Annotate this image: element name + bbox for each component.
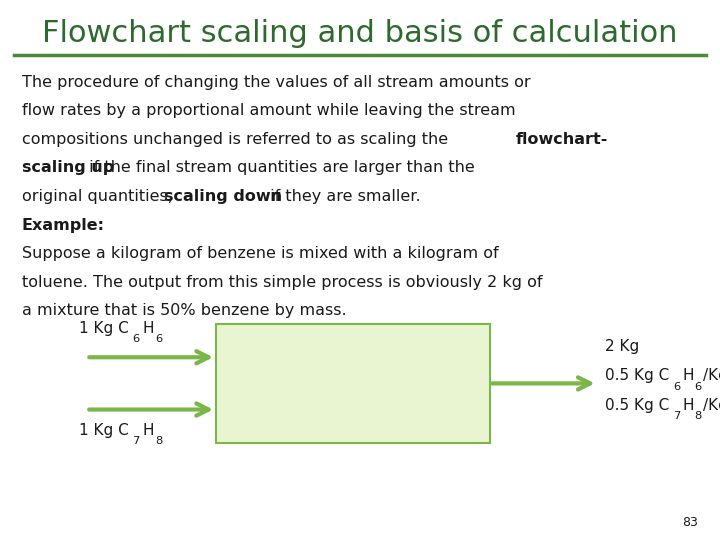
Text: 8: 8 — [694, 411, 701, 421]
Text: 6: 6 — [155, 334, 162, 344]
Text: Flowchart scaling and basis of calculation: Flowchart scaling and basis of calculati… — [42, 19, 678, 48]
Text: original quantities,: original quantities, — [22, 189, 178, 204]
Text: H: H — [143, 321, 154, 336]
Text: 8: 8 — [155, 436, 162, 446]
Text: /Kg: /Kg — [703, 398, 720, 413]
Text: 7: 7 — [132, 436, 139, 446]
Text: scaling up: scaling up — [22, 160, 114, 176]
Text: flow rates by a proportional amount while leaving the stream: flow rates by a proportional amount whil… — [22, 103, 516, 118]
Text: H: H — [143, 423, 154, 437]
Text: 6: 6 — [132, 334, 139, 344]
Text: toluene. The output from this simple process is obviously 2 kg of: toluene. The output from this simple pro… — [22, 275, 542, 290]
Text: 1 Kg C: 1 Kg C — [79, 321, 129, 336]
Text: 83: 83 — [683, 516, 698, 529]
Text: H: H — [683, 368, 694, 383]
Text: a mixture that is 50% benzene by mass.: a mixture that is 50% benzene by mass. — [22, 303, 346, 319]
Text: if they are smaller.: if they are smaller. — [265, 189, 420, 204]
Text: The procedure of changing the values of all stream amounts or: The procedure of changing the values of … — [22, 75, 530, 90]
Text: 7: 7 — [673, 411, 680, 421]
Text: 2 Kg: 2 Kg — [605, 339, 639, 354]
Text: Suppose a kilogram of benzene is mixed with a kilogram of: Suppose a kilogram of benzene is mixed w… — [22, 246, 498, 261]
Text: H: H — [683, 398, 694, 413]
Text: 1 Kg C: 1 Kg C — [79, 423, 129, 437]
Text: if the final stream quantities are larger than the: if the final stream quantities are large… — [84, 160, 474, 176]
Text: Example:: Example: — [22, 218, 104, 233]
Text: 0.5 Kg C: 0.5 Kg C — [605, 368, 669, 383]
Text: 6: 6 — [694, 381, 701, 391]
Text: flowchart-: flowchart- — [516, 132, 608, 147]
Text: /Kg: /Kg — [703, 368, 720, 383]
Text: 0.5 Kg C: 0.5 Kg C — [605, 398, 669, 413]
Text: compositions unchanged is referred to as scaling the: compositions unchanged is referred to as… — [22, 132, 453, 147]
FancyBboxPatch shape — [216, 324, 490, 443]
Text: scaling down: scaling down — [164, 189, 282, 204]
Text: 6: 6 — [673, 381, 680, 391]
